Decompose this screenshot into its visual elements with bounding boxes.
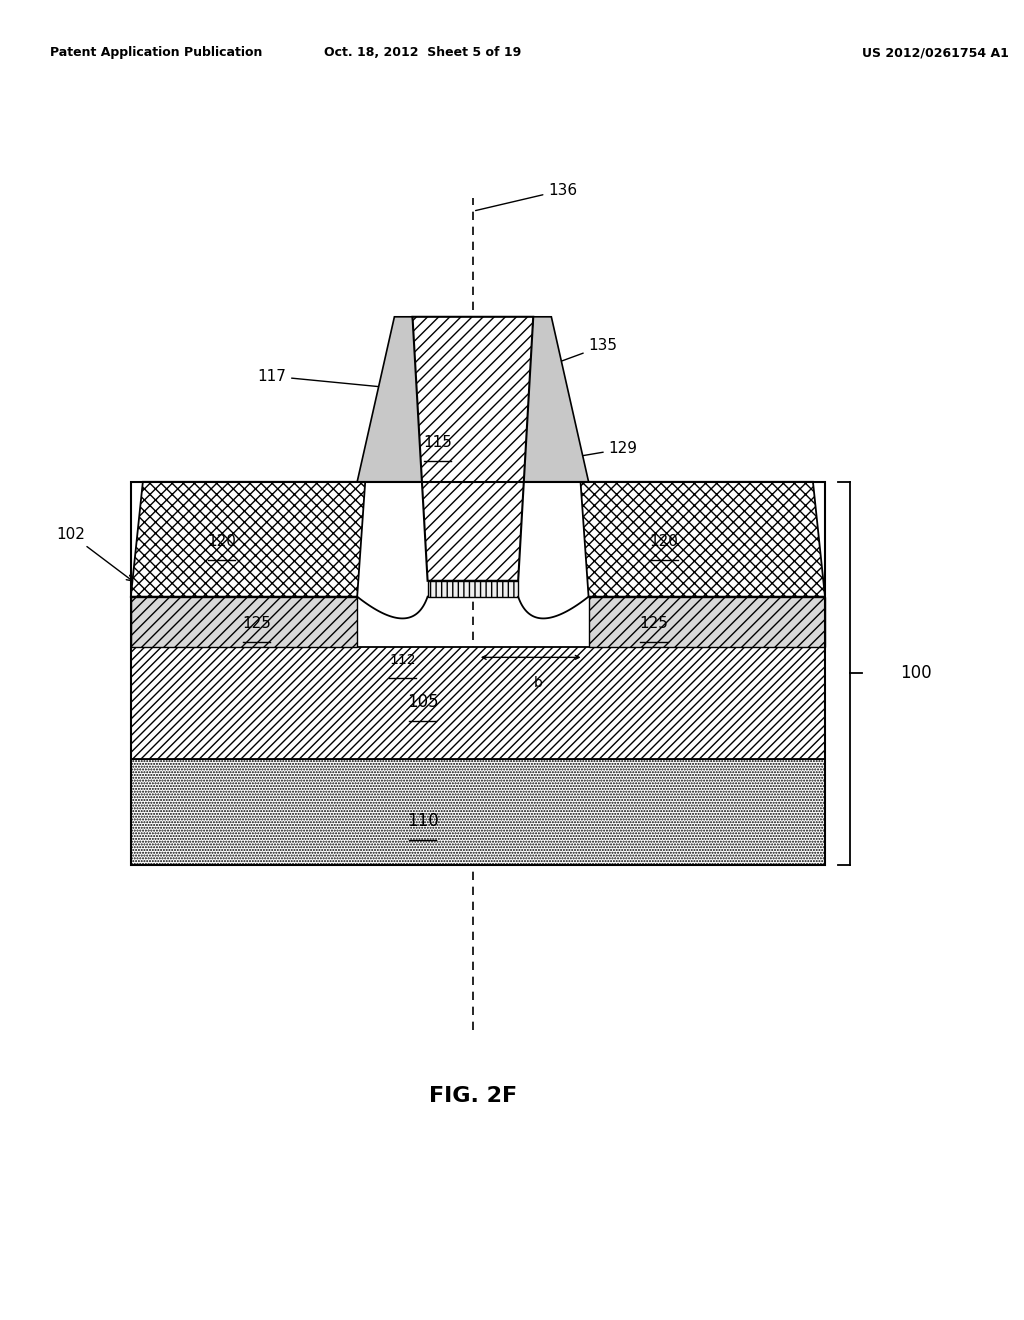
Text: a: a <box>506 556 515 570</box>
Polygon shape <box>413 317 534 581</box>
Polygon shape <box>518 317 589 482</box>
Text: b: b <box>534 676 543 690</box>
Text: 135: 135 <box>543 338 617 368</box>
Text: FIG. 2F: FIG. 2F <box>429 1085 517 1106</box>
Text: 129: 129 <box>550 441 638 463</box>
Text: US 2012/0261754 A1: US 2012/0261754 A1 <box>862 46 1009 59</box>
Bar <box>131 597 357 647</box>
Polygon shape <box>357 317 428 482</box>
Bar <box>131 482 825 865</box>
Text: 125: 125 <box>640 615 669 631</box>
Text: 120: 120 <box>207 533 236 549</box>
Bar <box>428 581 518 597</box>
Text: 102: 102 <box>56 527 132 581</box>
Text: Oct. 18, 2012  Sheet 5 of 19: Oct. 18, 2012 Sheet 5 of 19 <box>324 46 521 59</box>
Text: 136: 136 <box>475 182 578 211</box>
Text: 125: 125 <box>242 615 271 631</box>
Text: 110: 110 <box>407 812 438 830</box>
Polygon shape <box>131 482 366 597</box>
Text: 105: 105 <box>407 693 438 711</box>
Text: Patent Application Publication: Patent Application Publication <box>50 46 263 59</box>
Text: 112: 112 <box>389 653 416 667</box>
Bar <box>589 597 825 647</box>
Text: 120: 120 <box>649 533 679 549</box>
Polygon shape <box>581 482 825 597</box>
Text: 115: 115 <box>423 434 453 450</box>
Bar <box>131 647 825 759</box>
Bar <box>131 759 825 865</box>
Text: 117: 117 <box>257 368 403 391</box>
Text: 100: 100 <box>900 664 932 682</box>
